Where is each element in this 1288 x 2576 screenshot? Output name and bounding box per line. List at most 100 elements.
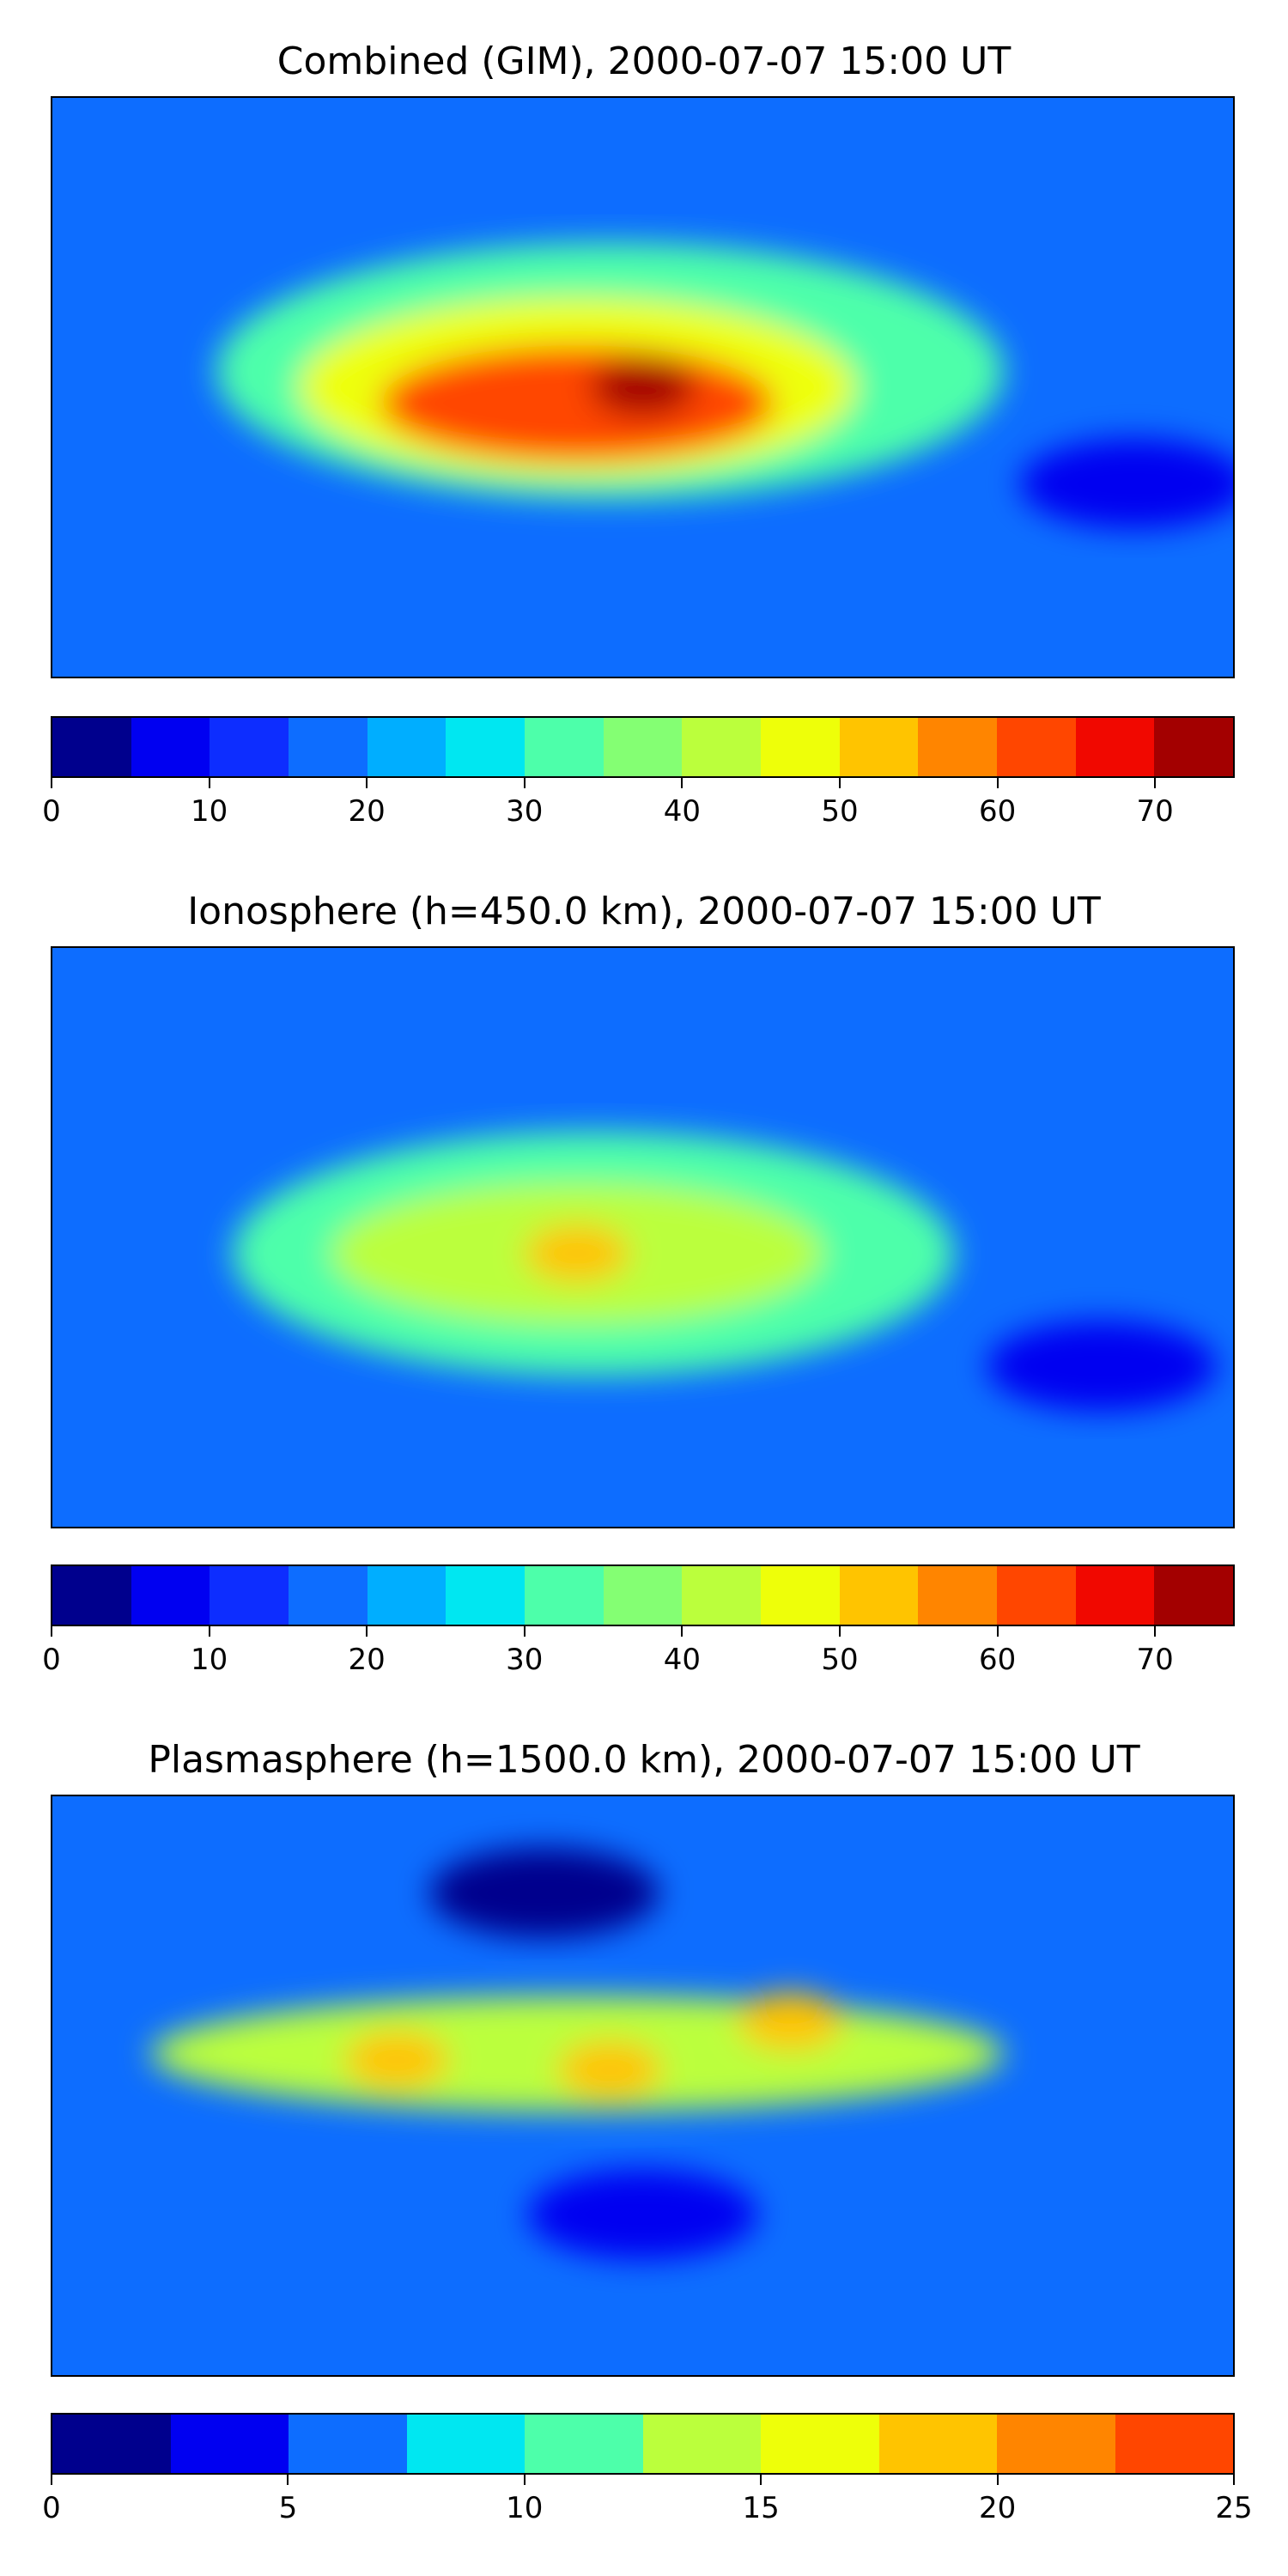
colorbar-tick-mark [366,1626,368,1637]
colorbar-segment [682,1566,762,1625]
colorbar-segment [1154,1566,1234,1625]
colorbar-segment [1154,718,1234,776]
colorbar-segment [289,718,368,776]
colorbar-tick-mark [523,778,526,788]
colorbar-segment [525,718,604,776]
colorbar-segment [878,2415,997,2473]
colorbar-tick-mark [839,778,841,788]
colorbar-tick-label: 10 [506,2491,544,2525]
colorbar-segment [52,718,131,776]
colorbar-segment [170,2415,289,2473]
colorbar-segment [367,1566,447,1625]
colorbar-tick-label: 70 [1136,1643,1174,1677]
colorbar-ticks: 0 5 10 15 20 25 [42,2475,1253,2526]
colorbar-tick-label: 20 [348,794,386,829]
colorbar-tick-label: 25 [1215,2491,1253,2525]
colorbar-segment [131,1566,210,1625]
heatmap-map [51,96,1235,678]
colorbar-segment [52,2415,171,2473]
colorbar [51,1564,1235,1626]
colorbar-tick-label: 15 [742,2491,780,2525]
colorbar-segment [406,2415,525,2473]
colorbar-segment [367,718,447,776]
colorbar-ticks: 0 10 20 30 40 50 60 70 [42,1626,1235,1678]
colorbar-tick-label: 40 [663,794,702,829]
colorbar-segment [682,718,762,776]
colorbar-tick-mark [366,778,368,788]
colorbar-tick-mark [996,1626,999,1637]
colorbar-tick-mark [996,2475,999,2485]
colorbar-segment [1115,2415,1233,2473]
heatmap-svg [52,98,1233,677]
colorbar-segment [525,1566,604,1625]
colorbar-segment [131,718,210,776]
colorbar-tick-label: 5 [278,2491,298,2525]
colorbar-segment [997,1566,1076,1625]
colorbar-tick-label: 10 [190,794,228,829]
colorbar-tick-mark [1154,778,1157,788]
colorbar-segment [603,1566,683,1625]
colorbar-segment [997,718,1076,776]
heatmap-max-region [525,1224,630,1283]
heatmap-svg [52,1796,1233,2375]
heatmap-field [216,242,1233,529]
colorbar-tick-mark [681,1626,683,1637]
heatmap-max-region [343,2031,450,2089]
colorbar-tick-mark [996,778,999,788]
colorbar-segment [289,1566,368,1625]
heatmap-field [233,1131,1217,1412]
colorbar-tick-label: 40 [663,1643,702,1677]
colorbar-segment [761,718,840,776]
colorbar-segment [446,1566,526,1625]
heatmap-min-region [429,1847,659,1938]
colorbar-tick-mark [681,778,683,788]
chart-title: Combined (GIM), 2000-07-07 15:00 UT [276,39,1012,83]
heatmap-max-region [738,1992,843,2050]
chart-title: Ionosphere (h=450.0 km), 2000-07-07 15:0… [187,890,1101,933]
colorbar [51,716,1235,778]
colorbar-segment [446,718,526,776]
colorbar-segment [997,2415,1115,2473]
colorbar-segment [210,718,289,776]
colorbar-tick-mark [208,778,210,788]
colorbar-segment [1075,1566,1155,1625]
colorbar-tick-label: 30 [506,794,544,829]
colorbar-segment [761,2415,879,2473]
colorbar-tick-mark [208,1626,210,1637]
heatmap-region-region [380,345,775,462]
colorbar-segment [839,1566,919,1625]
heatmap-min-region [987,1321,1217,1412]
colorbar-tick-mark [51,1626,52,1637]
colorbar-segment [289,2415,407,2473]
colorbar-ticks: 0 10 20 30 40 50 60 70 [42,778,1235,829]
colorbar-segment [839,718,919,776]
colorbar-tick-mark [839,1626,841,1637]
colorbar-segment [918,1566,998,1625]
colorbar-tick-mark [760,2475,762,2485]
colorbar-segment [525,2415,643,2473]
colorbar-tick-label: 0 [42,1643,61,1677]
colorbar-segment [642,2415,761,2473]
colorbar-tick-label: 70 [1136,794,1174,829]
colorbar-tick-label: 50 [821,794,859,829]
colorbar-tick-label: 60 [978,794,1017,829]
heatmap-min-region [1019,438,1233,529]
colorbar-segment [210,1566,289,1625]
chart-title: Plasmasphere (h=1500.0 km), 2000-07-07 1… [148,1738,1140,1782]
colorbar-tick-mark [523,1626,526,1637]
colorbar-tick-mark [523,2475,526,2485]
colorbar-tick-label: 0 [42,794,61,829]
colorbar [51,2413,1235,2475]
colorbar-segment [918,718,998,776]
colorbar-tick-label: 20 [348,1643,386,1677]
colorbar-tick-label: 20 [978,2491,1017,2525]
colorbar-segment [52,1566,131,1625]
heatmap-map [51,946,1235,1528]
colorbar-tick-label: 30 [506,1643,544,1677]
colorbar-tick-mark [287,2475,289,2485]
heatmap-svg [52,948,1233,1527]
colorbar-tick-label: 60 [978,1643,1017,1677]
heatmap-map [51,1795,1235,2377]
colorbar-tick-mark [51,2475,52,2485]
colorbar-tick-label: 10 [190,1643,228,1677]
